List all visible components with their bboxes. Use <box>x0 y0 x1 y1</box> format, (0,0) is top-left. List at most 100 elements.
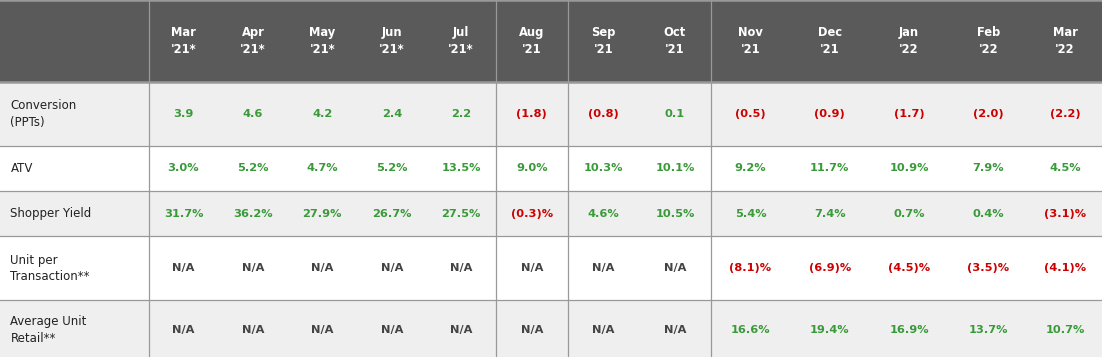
Text: 5.4%: 5.4% <box>735 208 766 218</box>
Bar <box>949 82 1028 146</box>
Bar <box>149 0 218 82</box>
Bar <box>426 0 496 82</box>
Text: N/A: N/A <box>172 263 195 273</box>
Bar <box>1028 82 1102 146</box>
Bar <box>568 236 639 301</box>
Text: 5.2%: 5.2% <box>376 164 408 174</box>
Bar <box>568 82 639 146</box>
Bar <box>357 236 426 301</box>
Text: N/A: N/A <box>380 263 403 273</box>
Text: (8.1)%: (8.1)% <box>730 263 771 273</box>
Text: 4.5%: 4.5% <box>1049 164 1081 174</box>
Bar <box>288 146 357 191</box>
Bar <box>357 191 426 236</box>
Text: 10.9%: 10.9% <box>889 164 929 174</box>
Text: N/A: N/A <box>311 263 334 273</box>
Text: Shopper Yield: Shopper Yield <box>10 207 91 220</box>
Text: N/A: N/A <box>520 325 543 335</box>
Text: 27.9%: 27.9% <box>303 208 342 218</box>
Bar <box>949 301 1028 357</box>
Text: 10.3%: 10.3% <box>584 164 623 174</box>
Bar <box>218 191 288 236</box>
Text: 4.7%: 4.7% <box>306 164 338 174</box>
Text: (4.5)%: (4.5)% <box>888 263 930 273</box>
Bar <box>218 301 288 357</box>
Bar <box>711 236 790 301</box>
Text: 11.7%: 11.7% <box>810 164 850 174</box>
Text: 36.2%: 36.2% <box>234 208 272 218</box>
Bar <box>869 191 949 236</box>
Bar <box>149 82 218 146</box>
Bar <box>639 146 711 191</box>
Text: (2.0): (2.0) <box>973 109 1004 119</box>
Bar <box>0 146 149 191</box>
Text: (0.3)%: (0.3)% <box>510 208 553 218</box>
Bar <box>790 0 869 82</box>
Bar <box>496 82 568 146</box>
Bar <box>149 236 218 301</box>
Text: 26.7%: 26.7% <box>372 208 411 218</box>
Bar <box>357 301 426 357</box>
Bar <box>1028 191 1102 236</box>
Text: 16.6%: 16.6% <box>731 325 770 335</box>
Bar <box>496 191 568 236</box>
Text: Aug
'21: Aug '21 <box>519 26 544 56</box>
Text: (3.5)%: (3.5)% <box>968 263 1009 273</box>
Text: (3.1)%: (3.1)% <box>1044 208 1087 218</box>
Bar <box>949 236 1028 301</box>
Text: (0.9): (0.9) <box>814 109 845 119</box>
Text: (4.1)%: (4.1)% <box>1044 263 1087 273</box>
Text: 27.5%: 27.5% <box>442 208 480 218</box>
Bar <box>1028 301 1102 357</box>
Text: (2.2): (2.2) <box>1050 109 1080 119</box>
Text: 7.9%: 7.9% <box>973 164 1004 174</box>
Bar <box>496 146 568 191</box>
Text: 10.1%: 10.1% <box>656 164 694 174</box>
Bar <box>1028 146 1102 191</box>
Text: Nov
'21: Nov '21 <box>738 26 763 56</box>
Text: 0.1: 0.1 <box>665 109 685 119</box>
Bar <box>218 146 288 191</box>
Bar <box>949 191 1028 236</box>
Bar <box>949 146 1028 191</box>
Text: Jul
'21*: Jul '21* <box>449 26 474 56</box>
Text: Mar
'22: Mar '22 <box>1052 26 1078 56</box>
Text: 9.0%: 9.0% <box>516 164 548 174</box>
Text: 10.7%: 10.7% <box>1046 325 1084 335</box>
Bar <box>639 82 711 146</box>
Bar <box>288 191 357 236</box>
Bar <box>790 82 869 146</box>
Bar <box>639 301 711 357</box>
Text: N/A: N/A <box>450 325 473 335</box>
Bar <box>496 236 568 301</box>
Text: 19.4%: 19.4% <box>810 325 850 335</box>
Text: 4.6: 4.6 <box>242 109 263 119</box>
Text: Feb
'22: Feb '22 <box>976 26 1001 56</box>
Text: N/A: N/A <box>520 263 543 273</box>
Text: N/A: N/A <box>241 325 264 335</box>
Text: (1.8): (1.8) <box>517 109 547 119</box>
Text: 0.7%: 0.7% <box>894 208 925 218</box>
Bar <box>639 0 711 82</box>
Bar <box>568 191 639 236</box>
Bar <box>288 236 357 301</box>
Bar <box>218 82 288 146</box>
Text: Conversion
(PPTs): Conversion (PPTs) <box>10 99 77 129</box>
Bar <box>357 0 426 82</box>
Text: 2.4: 2.4 <box>381 109 402 119</box>
Text: Average Unit
Retail**: Average Unit Retail** <box>10 315 87 345</box>
Text: May
'21*: May '21* <box>310 26 335 56</box>
Bar <box>149 191 218 236</box>
Bar <box>288 0 357 82</box>
Bar <box>357 82 426 146</box>
Text: N/A: N/A <box>663 325 687 335</box>
Text: 3.0%: 3.0% <box>168 164 199 174</box>
Text: (1.7): (1.7) <box>894 109 925 119</box>
Bar <box>869 236 949 301</box>
Text: Jan
'22: Jan '22 <box>899 26 919 56</box>
Text: Oct
'21: Oct '21 <box>663 26 687 56</box>
Text: 13.5%: 13.5% <box>442 164 480 174</box>
Text: 10.5%: 10.5% <box>656 208 694 218</box>
Bar <box>149 301 218 357</box>
Bar <box>568 0 639 82</box>
